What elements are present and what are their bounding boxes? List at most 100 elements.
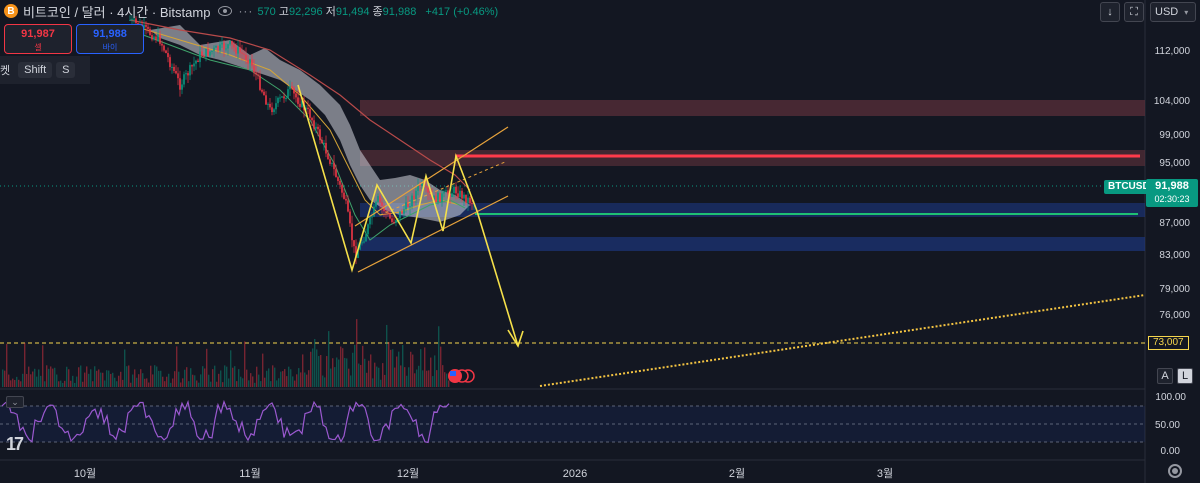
candle-body: [195, 60, 197, 64]
volume-bar: [220, 370, 222, 387]
gear-icon[interactable]: [1168, 464, 1182, 478]
volume-bar: [158, 370, 160, 387]
volume-bar: [6, 343, 8, 387]
volume-bar: [222, 382, 224, 387]
currency-selector[interactable]: USD ▾: [1150, 2, 1196, 22]
candle-body: [381, 202, 383, 206]
volume-bar: [218, 373, 220, 387]
volume-bar: [412, 354, 414, 387]
sell-button[interactable]: 91,987 셀: [4, 24, 72, 54]
candle-body: [289, 86, 291, 90]
candle-body: [223, 42, 225, 50]
volume-bar: [226, 366, 228, 387]
candle-body: [199, 51, 201, 62]
volume-bar: [170, 382, 172, 387]
volume-bar: [192, 374, 194, 387]
candle-body: [369, 217, 371, 225]
alert-price-tag[interactable]: 73,007: [1148, 336, 1189, 350]
candle-body: [151, 35, 153, 40]
log-scale-button[interactable]: L: [1177, 368, 1193, 384]
resistance-zone-lower: [360, 150, 1145, 166]
tradingview-logo[interactable]: 17: [6, 434, 24, 454]
volume-bar: [230, 350, 232, 387]
volume-bar: [244, 341, 246, 387]
candle-body: [395, 220, 397, 223]
volume-bar: [140, 369, 142, 387]
low-label: 저: [325, 6, 336, 18]
fullscreen-icon[interactable]: ⛶: [1124, 2, 1144, 22]
low-value: 91,494: [335, 6, 370, 18]
candle-body: [229, 40, 231, 45]
download-icon[interactable]: ↓: [1100, 2, 1120, 22]
volume-bar: [92, 381, 94, 387]
volume-series: [2, 319, 450, 387]
volume-bar: [148, 382, 150, 387]
price-tick: 112,000: [1155, 46, 1191, 57]
volume-bar: [144, 378, 146, 387]
volume-bar: [162, 376, 164, 387]
volume-bar: [356, 319, 358, 387]
candle-body: [343, 192, 345, 199]
volume-bar: [370, 354, 372, 387]
candle-body: [277, 97, 279, 104]
zigzag-projection: [297, 84, 519, 347]
volume-bar: [180, 382, 182, 387]
volume-bar: [330, 368, 332, 387]
candle-body: [261, 89, 263, 92]
oscillator-scale: 100.00 50.00 0.00: [1155, 392, 1186, 457]
candle-body: [443, 191, 445, 194]
volume-bar: [38, 369, 40, 387]
buy-button[interactable]: 91,988 바이: [76, 24, 144, 54]
more-icon[interactable]: ···: [238, 4, 254, 18]
volume-bar: [332, 358, 334, 387]
candle-body: [383, 205, 385, 212]
volume-bar: [120, 371, 122, 387]
symbol-header[interactable]: B 비트코인 / 달러 · 4시간 · Bitstamp ··· 570 고92…: [0, 0, 1100, 22]
candle-body: [147, 26, 149, 29]
candle-body: [193, 63, 195, 67]
volume-bar: [428, 370, 430, 387]
symbol-title[interactable]: 비트코인 / 달러 · 4시간 · Bitstamp: [23, 4, 211, 20]
volume-bar: [204, 368, 206, 387]
candle-body: [211, 50, 213, 52]
volume-bar: [44, 381, 46, 387]
volume-bar: [396, 356, 398, 387]
candle-body: [135, 18, 137, 24]
chevron-down-icon[interactable]: ⌄: [6, 396, 24, 408]
volume-bar: [448, 380, 450, 387]
volume-bar: [444, 372, 446, 387]
volume-bar: [46, 365, 48, 387]
volume-bar: [164, 381, 166, 387]
candle-body: [375, 201, 377, 207]
candle-body: [207, 48, 209, 56]
oscillator-line: [1, 399, 450, 444]
price-scale[interactable]: 112,000 104,000 99,000 95,000 87,000 83,…: [1154, 46, 1191, 321]
volume-bar: [294, 380, 296, 387]
volume-bar: [316, 349, 318, 387]
volume-bar: [322, 375, 324, 387]
volume-bar: [186, 367, 188, 387]
volume-bar: [18, 379, 20, 387]
volume-bar: [388, 342, 390, 387]
time-label: 2월: [729, 467, 745, 480]
candle-body: [217, 46, 219, 51]
volume-bar: [302, 354, 304, 387]
open-value: 570: [257, 6, 276, 18]
candle-body: [469, 197, 471, 204]
volume-bar: [124, 349, 126, 387]
candle-body: [149, 28, 151, 36]
time-axis[interactable]: 10월 11월 12월 2026 2월 3월: [74, 467, 893, 480]
eye-icon[interactable]: [218, 6, 233, 16]
candle-body: [185, 73, 187, 75]
stochastic-oscillator: [1, 399, 450, 444]
candle-body: [171, 66, 173, 68]
candle-body: [437, 192, 439, 203]
candle-body: [323, 142, 325, 144]
volume-bar: [194, 375, 196, 387]
volume-bar: [274, 367, 276, 387]
auto-scale-button[interactable]: A: [1157, 368, 1173, 384]
volume-bar: [178, 371, 180, 387]
candle-body: [341, 184, 343, 193]
